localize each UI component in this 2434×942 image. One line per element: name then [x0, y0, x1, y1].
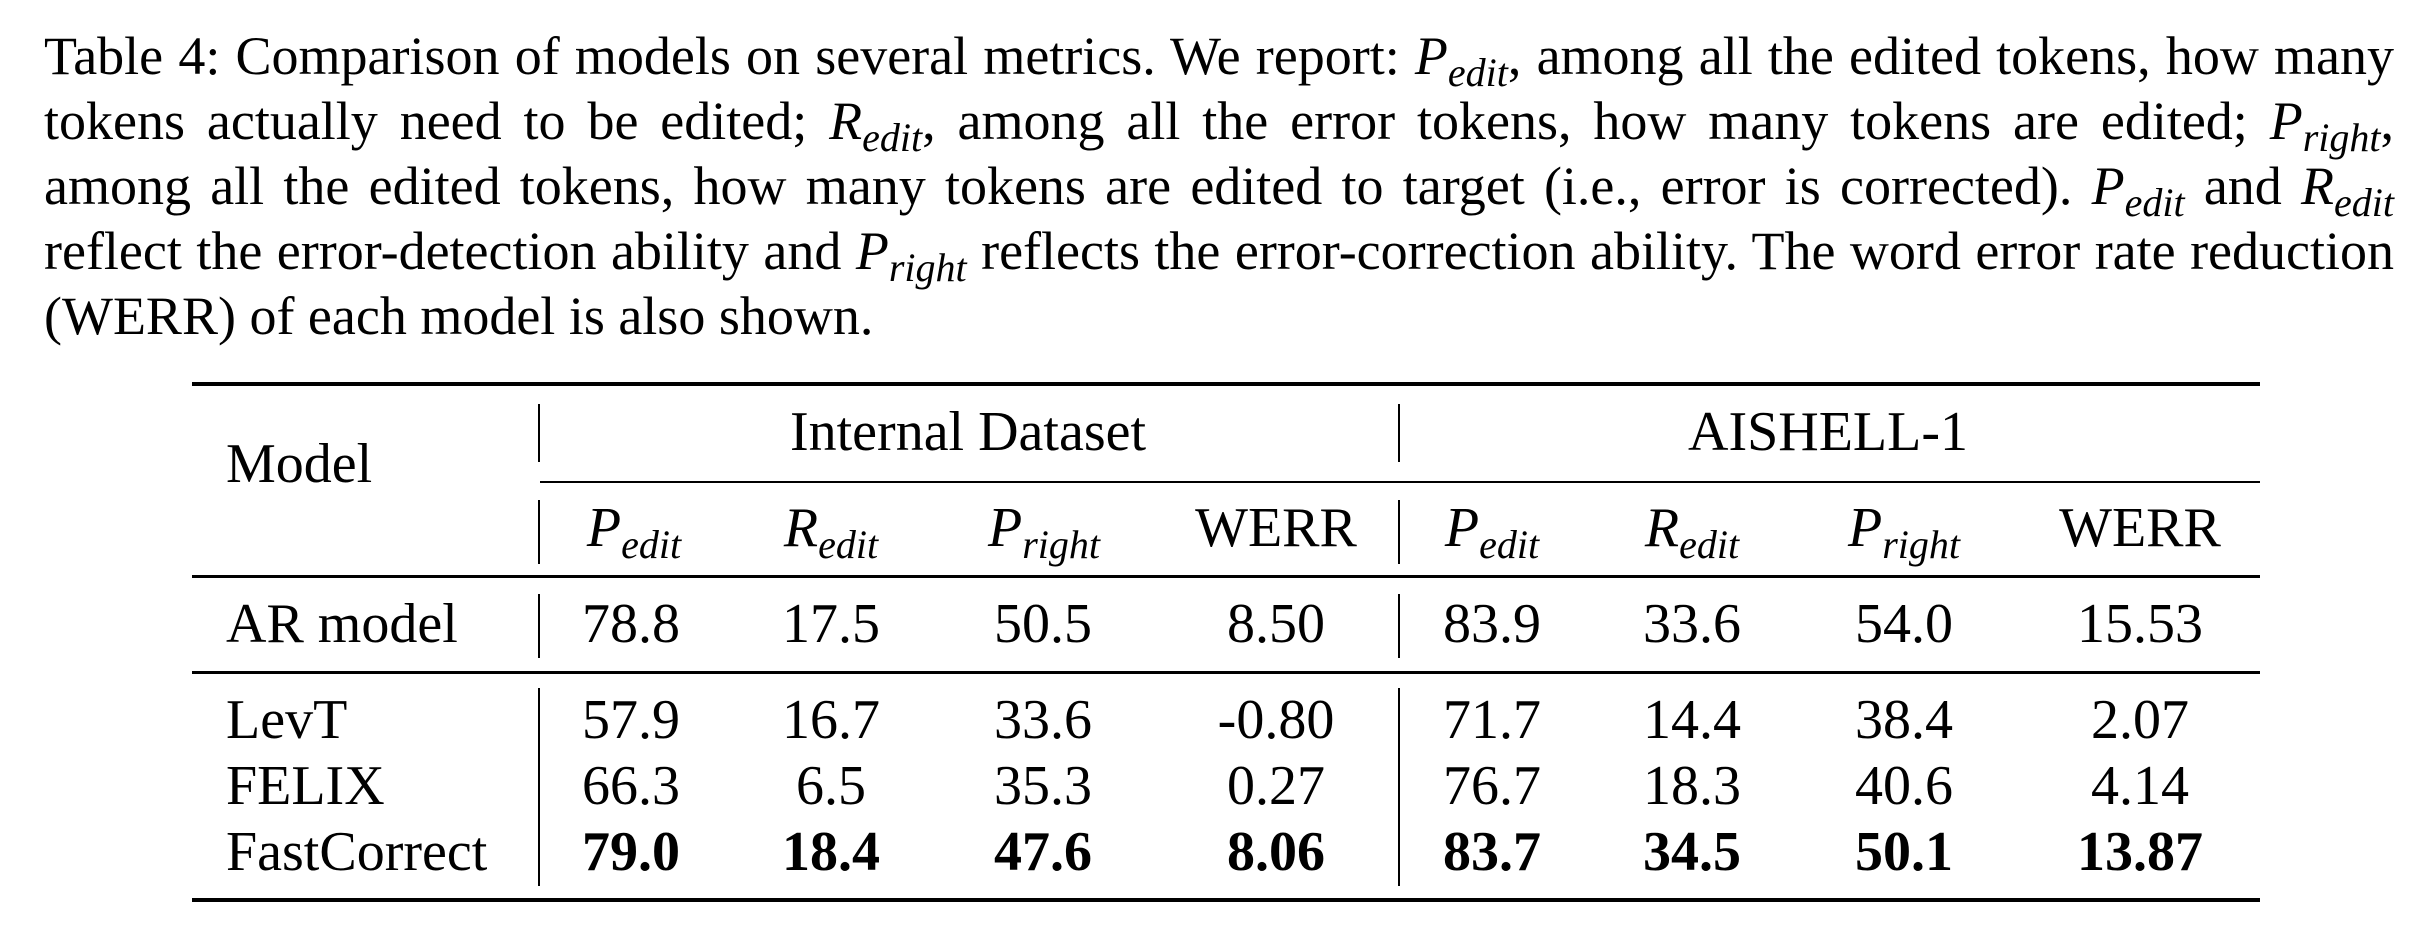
table-cell: 47.6	[994, 821, 1092, 883]
caption-label: Table 4:	[44, 26, 221, 86]
caption-p-edit: Pedit	[1414, 26, 1508, 95]
table-cell: 76.7	[1443, 755, 1541, 817]
baseline-separator-rule	[192, 671, 2260, 674]
vbar-sub-left	[538, 500, 540, 564]
table-cell: 38.4	[1855, 689, 1953, 751]
table-cell: 54.0	[1855, 593, 1953, 655]
vbar-ar-left	[538, 594, 540, 658]
row-model-fastcorrect: FastCorrect	[226, 821, 488, 883]
header-bottom-rule	[192, 575, 2260, 578]
table-cell: 35.3	[994, 755, 1092, 817]
caption-r-edit: Redit	[829, 91, 923, 160]
table-cell: 4.14	[2091, 755, 2189, 817]
table-cell: 18.4	[782, 821, 880, 883]
row-model-ar: AR model	[226, 593, 458, 655]
table-cell: 50.1	[1855, 821, 1953, 883]
col-header-werr-2: WERR	[2059, 497, 2221, 559]
table-cell: 66.3	[582, 755, 680, 817]
group-header-internal: Internal Dataset	[789, 401, 1147, 463]
caption-text-6: reflect the error-detection ability and	[44, 221, 856, 281]
caption-text-7: reflects the error-correction ability. T…	[44, 221, 2394, 346]
caption-text-1: Comparison of models on several metrics.…	[220, 26, 1415, 86]
table-cell: 14.4	[1643, 689, 1741, 751]
caption-text-5: and	[2184, 156, 2302, 216]
table-cell: 79.0	[582, 821, 680, 883]
table-cell: 34.5	[1643, 821, 1741, 883]
table-cell: 6.5	[796, 755, 866, 817]
table-cell: 13.87	[2077, 821, 2203, 883]
table-cell: 18.3	[1643, 755, 1741, 817]
col-header-p-edit-1: Pedit	[586, 497, 682, 567]
col-header-p-edit-2: Pedit	[1444, 497, 1540, 567]
table-bottom-rule	[192, 898, 2260, 902]
table-cell: 8.06	[1227, 821, 1325, 883]
col-header-p-right-2: Pright	[1847, 497, 1961, 567]
caption-p-right-2: Pright	[855, 221, 967, 290]
vbar-sub-right	[1398, 500, 1400, 564]
table-cell: 16.7	[782, 689, 880, 751]
table-cell: 8.50	[1227, 593, 1325, 655]
caption-text-2: , among all the edited tokens, how many …	[44, 26, 2394, 151]
group-underline	[540, 481, 2260, 483]
table-cell: 33.6	[994, 689, 1092, 751]
model-header: Model	[226, 433, 373, 495]
vbar-body-right	[1398, 688, 1400, 886]
table-cell: 83.9	[1443, 593, 1541, 655]
table-top-rule	[192, 382, 2260, 386]
table-caption: Table 4: Comparison of models on several…	[44, 24, 2394, 349]
vbar-ar-right	[1398, 594, 1400, 658]
table-cell: 83.7	[1443, 821, 1541, 883]
table-cell: 50.5	[994, 593, 1092, 655]
col-header-p-right-1: Pright	[987, 497, 1101, 567]
caption-text-4: , among all the edited tokens, how many …	[44, 91, 2395, 216]
caption-p-edit-2: Pedit	[2091, 156, 2185, 225]
row-model-felix: FELIX	[226, 755, 385, 817]
caption-text-3: , among all the error tokens, how many t…	[922, 91, 2270, 151]
vbar-header-right	[1398, 404, 1400, 462]
table-cell: 33.6	[1643, 593, 1741, 655]
table-cell: 57.9	[582, 689, 680, 751]
vbar-header-left	[538, 404, 540, 462]
col-header-werr-1: WERR	[1195, 497, 1357, 559]
table-cell: 15.53	[2077, 593, 2203, 655]
col-header-r-edit-2: Redit	[1644, 497, 1740, 567]
caption-p-right: Pright	[2269, 91, 2381, 160]
col-header-r-edit-1: Redit	[783, 497, 879, 567]
row-model-levt: LevT	[226, 689, 348, 751]
caption-r-edit-2: Redit	[2301, 156, 2395, 225]
table-cell: 40.6	[1855, 755, 1953, 817]
vbar-body-left	[538, 688, 540, 886]
group-header-aishell: AISHELL-1	[1688, 401, 1968, 463]
table-cell: 78.8	[582, 593, 680, 655]
table-cell: 0.27	[1227, 755, 1325, 817]
table-cell: 2.07	[2091, 689, 2189, 751]
table-cell: -0.80	[1217, 689, 1335, 751]
table-cell: 17.5	[782, 593, 880, 655]
table-cell: 71.7	[1443, 689, 1541, 751]
